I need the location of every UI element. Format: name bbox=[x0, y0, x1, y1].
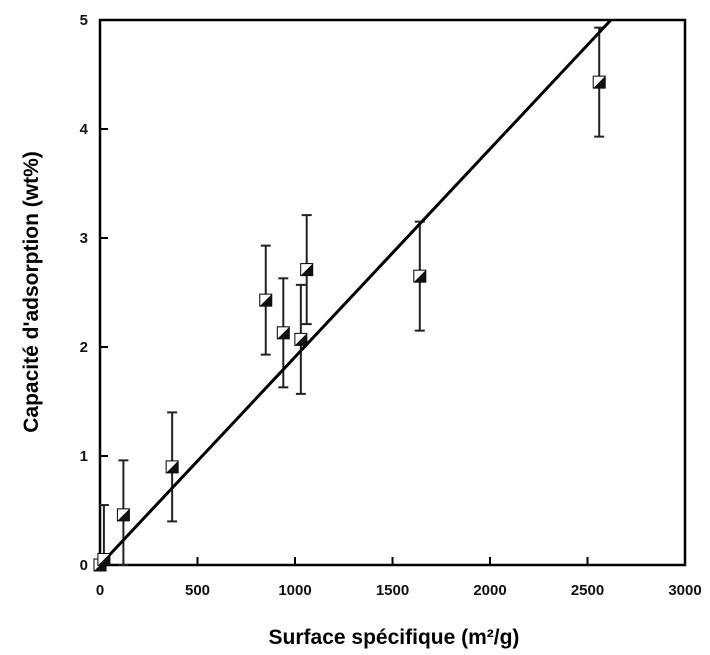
x-tick-label: 1000 bbox=[278, 582, 311, 599]
x-tick-label: 2500 bbox=[571, 582, 604, 599]
plot-frame bbox=[98, 18, 687, 567]
x-tick-label: 2000 bbox=[473, 582, 506, 599]
y-tick-label: 2 bbox=[80, 339, 88, 356]
x-tick-label: 500 bbox=[185, 582, 210, 599]
data-point-shade bbox=[593, 76, 606, 89]
data-point bbox=[165, 460, 179, 474]
y-tick-label: 5 bbox=[80, 12, 88, 29]
data-point-shade bbox=[294, 333, 307, 346]
data-point-shade bbox=[300, 263, 313, 276]
data-point-shade bbox=[259, 294, 272, 307]
data-point bbox=[413, 269, 427, 283]
x-tick-label: 1500 bbox=[376, 582, 409, 599]
data-point-shade bbox=[97, 553, 110, 566]
y-tick-label: 1 bbox=[80, 448, 88, 465]
plot-area: 0 500 1000 1500 2000 2500 3000 0 1 2 3 4 5 bbox=[80, 12, 702, 599]
y-tick-label: 4 bbox=[80, 121, 89, 138]
data-point bbox=[592, 75, 606, 89]
data-point bbox=[276, 326, 290, 340]
data-point-shade bbox=[277, 326, 290, 339]
x-tick-label: 3000 bbox=[668, 582, 701, 599]
data-point bbox=[300, 263, 314, 277]
fit-line bbox=[98, 18, 612, 567]
data-point bbox=[97, 553, 111, 567]
data-point-shade bbox=[166, 460, 179, 473]
data-point-shade bbox=[413, 270, 426, 283]
y-axis-label: Capacité d'adsorption (wt%) bbox=[20, 151, 43, 433]
data-point bbox=[116, 508, 130, 522]
y-tick-label: 0 bbox=[80, 557, 88, 574]
data-point-shade bbox=[117, 508, 130, 521]
data-point bbox=[259, 293, 273, 307]
x-tick-label: 0 bbox=[96, 582, 104, 599]
data-point bbox=[294, 332, 308, 346]
y-tick-label: 3 bbox=[80, 230, 88, 247]
x-axis-label: Surface spécifique (m²/g) bbox=[269, 626, 520, 649]
